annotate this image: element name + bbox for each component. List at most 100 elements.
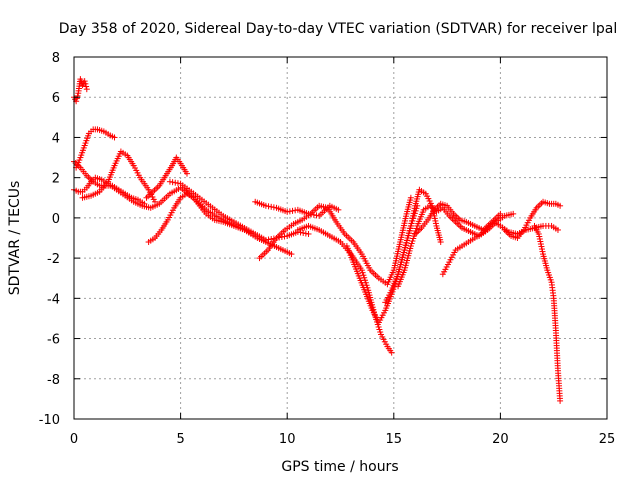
data-point bbox=[535, 230, 542, 237]
data-point bbox=[335, 206, 342, 213]
y-tick-label: 8 bbox=[52, 51, 60, 66]
y-tick-label: -2 bbox=[47, 252, 60, 267]
x-tick-label: 5 bbox=[176, 432, 184, 447]
chart-title: Day 358 of 2020, Sidereal Day-to-day VTE… bbox=[59, 21, 617, 37]
data-point bbox=[410, 235, 417, 242]
data-point bbox=[407, 243, 414, 250]
data-point bbox=[411, 205, 418, 212]
data-point bbox=[152, 198, 159, 205]
data-point bbox=[86, 175, 93, 182]
data-point bbox=[360, 272, 367, 279]
data-point bbox=[172, 179, 179, 186]
data-point bbox=[270, 204, 277, 211]
data-point bbox=[83, 83, 90, 90]
data-point bbox=[153, 185, 160, 192]
data-point bbox=[537, 238, 544, 245]
data-point bbox=[554, 226, 561, 233]
x-tick-label: 25 bbox=[599, 432, 616, 447]
data-point bbox=[358, 267, 365, 274]
data-point bbox=[148, 190, 155, 197]
data-point bbox=[557, 397, 564, 404]
data-point bbox=[302, 230, 309, 237]
data-point bbox=[281, 233, 288, 240]
data-point bbox=[174, 180, 181, 187]
data-point bbox=[409, 215, 416, 222]
y-tick-label: 0 bbox=[52, 212, 60, 227]
data-point bbox=[265, 203, 272, 210]
data-point bbox=[538, 246, 545, 253]
x-axis-label: GPS time / hours bbox=[281, 459, 398, 475]
data-point bbox=[538, 243, 545, 250]
data-point bbox=[536, 236, 543, 243]
data-point bbox=[81, 78, 88, 85]
y-tick-label: -10 bbox=[39, 413, 60, 428]
data-point bbox=[388, 349, 395, 356]
data-point bbox=[73, 95, 80, 102]
y-tick-label: -8 bbox=[47, 373, 60, 388]
data-point bbox=[557, 202, 564, 209]
data-point bbox=[497, 210, 504, 217]
data-point bbox=[183, 170, 190, 177]
data-point bbox=[289, 207, 296, 214]
data-point bbox=[538, 200, 545, 207]
data-point bbox=[376, 326, 383, 333]
data-point bbox=[416, 226, 423, 233]
data-point bbox=[268, 203, 275, 210]
x-tick-label: 10 bbox=[279, 432, 296, 447]
data-point bbox=[143, 194, 150, 201]
y-tick-label: -4 bbox=[47, 292, 60, 307]
data-point bbox=[407, 194, 414, 201]
data-point bbox=[408, 220, 415, 227]
axis-ticks: 0 5 10 15 20 25 -10 -8 -6 -4 -2 0 2 4 6 8 bbox=[39, 51, 616, 447]
data-point bbox=[409, 238, 416, 245]
data-point bbox=[300, 229, 307, 236]
data-point bbox=[313, 212, 320, 219]
data-point bbox=[305, 230, 312, 237]
data-point bbox=[361, 274, 368, 281]
data-point bbox=[410, 210, 417, 217]
data-point bbox=[262, 202, 269, 209]
data-point bbox=[408, 240, 415, 247]
data-point bbox=[535, 203, 542, 210]
y-tick-label: 2 bbox=[52, 172, 60, 187]
data-point bbox=[510, 210, 517, 217]
data-point bbox=[76, 157, 83, 164]
x-tick-label: 15 bbox=[386, 432, 403, 447]
data-point bbox=[537, 241, 544, 248]
data-point bbox=[262, 237, 269, 244]
plot-frame bbox=[73, 56, 608, 420]
y-tick-label: 6 bbox=[52, 91, 60, 106]
data-point bbox=[74, 92, 81, 99]
data-point bbox=[455, 221, 462, 228]
x-tick-label: 20 bbox=[492, 432, 509, 447]
data-point bbox=[284, 208, 291, 215]
data-point bbox=[536, 233, 543, 240]
data-point bbox=[83, 86, 90, 93]
data-point bbox=[82, 80, 89, 87]
data-point bbox=[539, 248, 546, 255]
data-point bbox=[377, 329, 384, 336]
data-point bbox=[265, 236, 272, 243]
y-tick-label: 4 bbox=[52, 131, 60, 146]
data-point bbox=[286, 208, 293, 215]
data-point bbox=[288, 251, 295, 258]
grid-lines bbox=[74, 57, 607, 419]
y-tick-label: -6 bbox=[47, 333, 60, 348]
data-point bbox=[454, 220, 461, 227]
data-point bbox=[141, 200, 148, 207]
y-axis-label: SDTVAR / TECUs bbox=[7, 181, 23, 296]
data-point bbox=[437, 239, 444, 246]
data-point bbox=[276, 234, 283, 241]
data-point bbox=[536, 201, 543, 208]
data-point bbox=[111, 134, 118, 141]
data-point bbox=[359, 269, 366, 276]
data-point bbox=[75, 163, 82, 170]
data-point bbox=[432, 217, 439, 224]
data-point bbox=[166, 178, 173, 185]
data-point bbox=[154, 184, 161, 191]
data-point bbox=[169, 179, 176, 186]
data-point bbox=[409, 212, 416, 219]
data-point bbox=[432, 220, 439, 227]
x-tick-label: 0 bbox=[70, 432, 78, 447]
